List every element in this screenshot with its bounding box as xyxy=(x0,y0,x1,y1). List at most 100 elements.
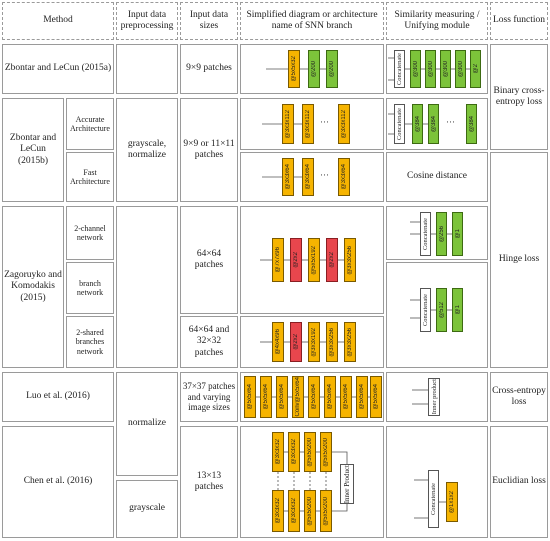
layer-r6-1: @2x2 xyxy=(290,322,302,362)
concat-r5: Concatenate xyxy=(420,288,431,332)
loss-hinge: Hinge loss xyxy=(490,152,548,368)
size-64-and-32: 64×64 and 32×32 patches xyxy=(180,316,238,368)
sim-row-5 xyxy=(386,262,488,368)
concat-r1: Concatenate xyxy=(394,50,405,88)
diagram-row-4 xyxy=(240,206,384,314)
sim-r2-2: @384 xyxy=(466,104,477,144)
layer-r7-4: @5x5x64 xyxy=(308,376,320,418)
loss-ce: Cross-entropy loss xyxy=(490,372,548,422)
layer-r7-7: @5x5x64 xyxy=(356,376,368,418)
layer-r7-5: @5x5x64 xyxy=(324,376,336,418)
layer-r8a-2: @5x5x200 xyxy=(304,432,316,472)
layer-r7-8: @5x5x64 xyxy=(370,376,382,418)
concat-r2: Concatenate xyxy=(394,104,405,144)
sub-branch: branch network xyxy=(66,262,114,314)
diagram-row-6 xyxy=(240,372,384,422)
method-zbontar-2015b: Zbontar and LeCun (2015b) xyxy=(2,98,64,202)
layer-r7-6: @5x5x64 xyxy=(340,376,352,418)
concat-r7: Concatenate xyxy=(428,470,439,528)
layer-r6-0: @4x4x96 xyxy=(272,322,284,362)
sim-r1-0: @300 xyxy=(410,50,421,88)
sim-row-1 xyxy=(386,44,488,94)
inner-product-box-luo: Inner product xyxy=(428,378,440,416)
ellipsis-r2: ··· xyxy=(320,117,329,127)
layer-r8a-0: @3x3x32 xyxy=(272,432,284,472)
layer-r4-2: @5x5x192 xyxy=(308,238,320,282)
layer-r7-2: @5x5x64 xyxy=(276,376,288,418)
sub-2-shared: 2-shared branches network xyxy=(66,316,114,368)
sim-row-6 xyxy=(386,372,488,422)
ellipsis-sim-r2: ··· xyxy=(446,117,455,127)
sim-r1-4: @2 xyxy=(470,50,481,88)
layer-r6-2: @3x3x192 xyxy=(308,322,320,362)
sim-r7-0: @1x1x2 xyxy=(446,482,458,522)
sim-r5-0: @512 xyxy=(436,288,447,332)
sim-r1-3: @300 xyxy=(455,50,466,88)
sim-r5-1: @1 xyxy=(452,288,463,332)
sim-r1-1: @300 xyxy=(425,50,436,88)
layer-r2-1: @3x3x112 xyxy=(302,104,314,144)
sim-r2-0: @384 xyxy=(412,104,423,144)
layer-r8b-1: @3x3x32 xyxy=(288,490,300,532)
size-37x37: 37×37 patches and varying image sizes xyxy=(180,372,238,422)
layer-r7-3: Conv@5x5x64 xyxy=(292,376,304,418)
layer-r7-0: @5x5x64 xyxy=(244,376,256,418)
method-luo-2016: Luo et al. (2016) xyxy=(2,372,114,422)
layer-r8b-0: @3x3x32 xyxy=(272,490,284,532)
sim-r1-2: @300 xyxy=(440,50,451,88)
layer-r4-0: @7x7x96 xyxy=(272,238,284,282)
sim-r4-1: @1 xyxy=(452,212,463,256)
loss-euclid: Euclidian loss xyxy=(490,426,548,538)
sim-row-2 xyxy=(386,98,488,150)
size-13x13: 13×13 patches xyxy=(180,426,238,538)
method-chen-2016: Chen et al. (2016) xyxy=(2,426,114,538)
layer-r4-3: @2x2 xyxy=(326,238,338,282)
diagram-row-7 xyxy=(240,426,384,538)
ellipsis-r3: ··· xyxy=(320,170,329,180)
header-sizes: Input data sizes xyxy=(180,2,238,40)
diagram-row-2 xyxy=(240,98,384,150)
sim-row-7 xyxy=(386,426,488,538)
prep-empty-2 xyxy=(116,206,178,368)
sim-r4-0: @256 xyxy=(436,212,447,256)
size-9x9: 9×9 patches xyxy=(180,44,238,94)
sub-accurate: Accurate Architecture xyxy=(66,98,114,150)
layer-r6-4: @3x3x256 xyxy=(344,322,356,362)
layer-r6-3: @3x3x256 xyxy=(326,322,338,362)
prep-grayscale: grayscale xyxy=(116,480,178,538)
sub-2-channel: 2-channel network xyxy=(66,206,114,260)
layer-r2-2: @3x3x112 xyxy=(338,104,350,144)
header-diagram: Simplified diagram or architecture name … xyxy=(240,2,384,40)
size-64x64: 64×64 patches xyxy=(180,206,238,314)
sub-fast: Fast Architecture xyxy=(66,152,114,202)
layer-r8b-3: @5x5x200 xyxy=(320,490,332,532)
layer-r8a-3: @5x5x200 xyxy=(320,432,332,472)
layer-r4-1: @2x2 xyxy=(290,238,302,282)
method-zagoruyko-2015: Zagoruyko and Komodakis (2015) xyxy=(2,206,64,368)
sim-row-4 xyxy=(386,206,488,260)
loss-bce: Binary cross-entropy loss xyxy=(490,44,548,150)
layer-r3-1: @3x3x64 xyxy=(302,158,314,196)
sim-cosine: Cosine distance xyxy=(386,152,488,202)
header-similarity: Similarity measuring / Unifying module xyxy=(386,2,488,40)
layer-r1-2: @200 xyxy=(326,50,338,88)
prep-normalize: normalize xyxy=(116,372,178,476)
method-zbontar-2015a: Zbontar and LeCun (2015a) xyxy=(2,44,114,94)
concat-r4: Concatenate xyxy=(420,212,431,256)
layer-r8b-2: @5x5x200 xyxy=(304,490,316,532)
sim-r2-1: @384 xyxy=(428,104,439,144)
layer-r3-2: @3x3x64 xyxy=(338,158,350,196)
prep-empty-1 xyxy=(116,44,178,94)
header-preprocessing: Input data preprocessing xyxy=(116,2,178,40)
header-method: Method xyxy=(2,2,114,40)
layer-r1-1: @200 xyxy=(308,50,320,88)
diagram-row-1 xyxy=(240,44,384,94)
size-9x9-or-11x11: 9×9 or 11×11 patches xyxy=(180,98,238,202)
layer-r4-4: @3x3x256 xyxy=(344,238,356,282)
layer-r7-1: @5x5x64 xyxy=(260,376,272,418)
prep-grayscale-normalize: grayscale, normalize xyxy=(116,98,178,202)
inner-product-box-chen: Inner Product xyxy=(340,464,354,504)
diagram-row-5 xyxy=(240,316,384,368)
layer-r1-0: @5x5x32 xyxy=(288,50,300,88)
diagram-row-3 xyxy=(240,152,384,202)
